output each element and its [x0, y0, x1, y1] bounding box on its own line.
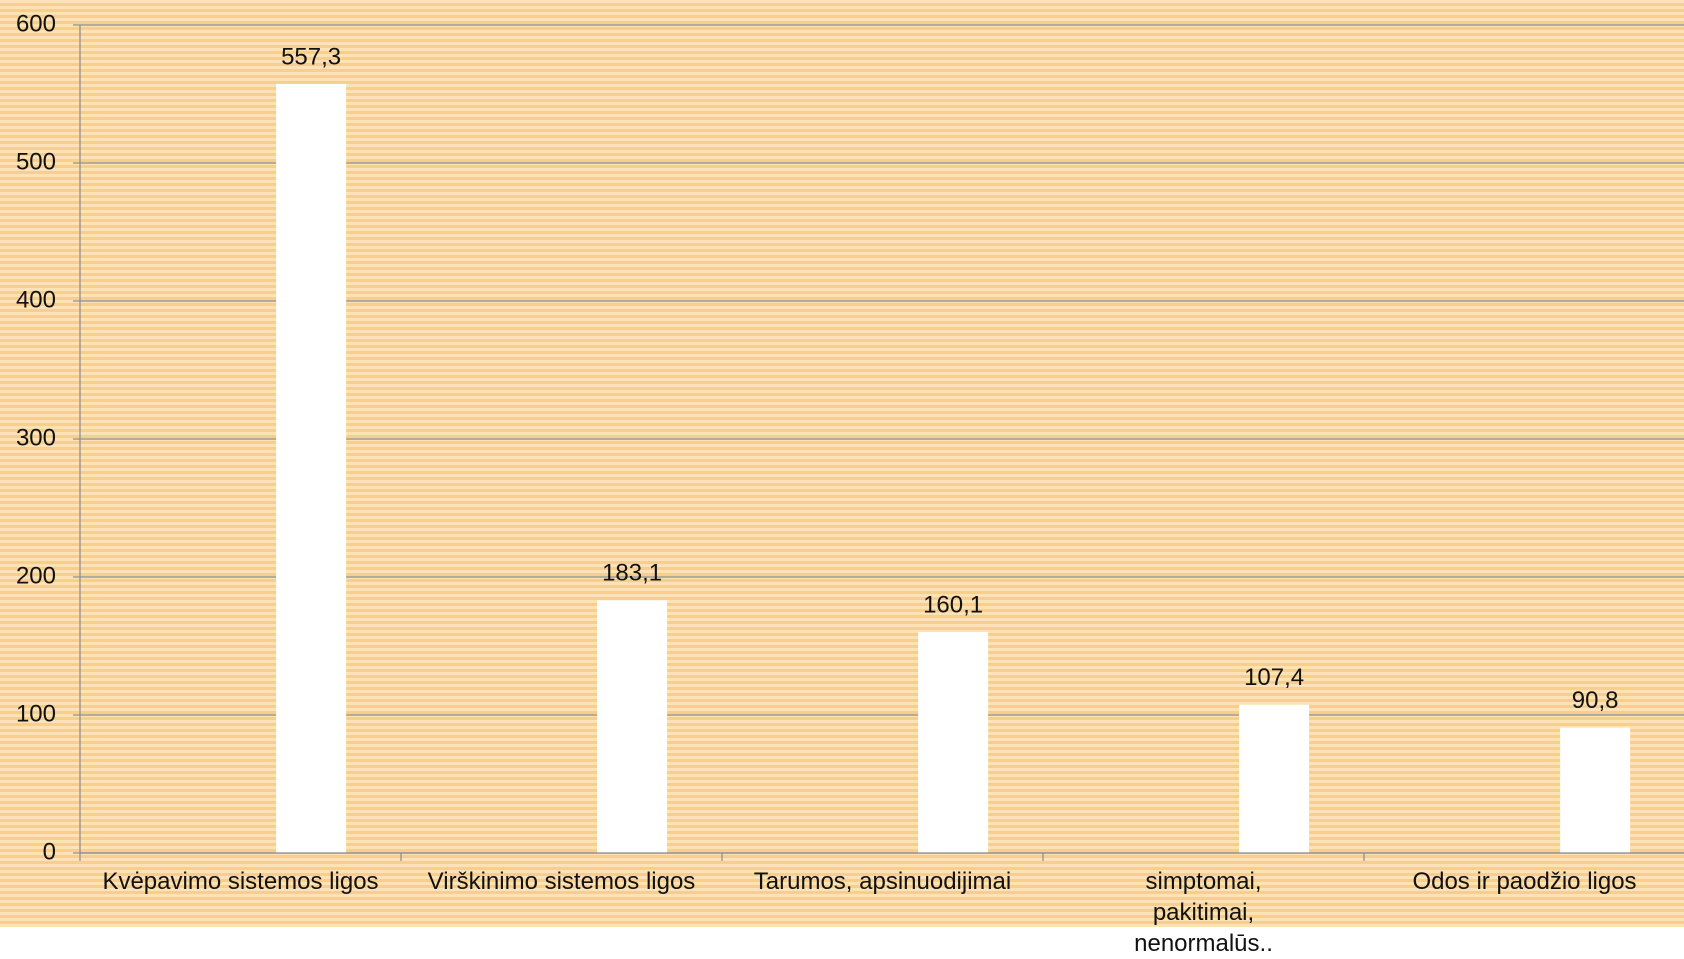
x-tick-label: Odos ir paodžio ligos	[1412, 868, 1637, 895]
data-label: 557,3	[281, 43, 341, 70]
x-tick-label: Virškinimo sistemos ligos	[427, 868, 696, 895]
bar	[918, 632, 989, 853]
y-tick-label: 100	[16, 700, 56, 727]
y-tick-label: 500	[16, 148, 56, 175]
y-tick-label: 400	[16, 286, 56, 313]
data-label: 107,4	[1244, 664, 1304, 691]
y-tick-label: 300	[16, 424, 56, 451]
data-label: 90,8	[1572, 687, 1619, 714]
y-tick-label: 200	[16, 562, 56, 589]
data-label: 183,1	[602, 560, 662, 587]
data-label: 160,1	[923, 591, 983, 618]
y-tick-label: 0	[43, 838, 56, 865]
x-tick-label: simptomai, pakitimai, nenormalūs..	[1134, 868, 1273, 957]
bar	[1560, 727, 1631, 853]
x-tick-label: Kvėpavimo sistemos ligos	[102, 868, 379, 895]
bar	[276, 83, 347, 853]
chart: 0 100 200 300 400 500 600 557,3 183,1 160,1 107,4 9…	[16, 10, 1684, 865]
bar	[1239, 704, 1310, 853]
y-tick-label: 600	[16, 10, 56, 37]
bar	[597, 600, 668, 853]
x-tick-label: Tarumos, apsinuodijimai	[753, 868, 1012, 895]
